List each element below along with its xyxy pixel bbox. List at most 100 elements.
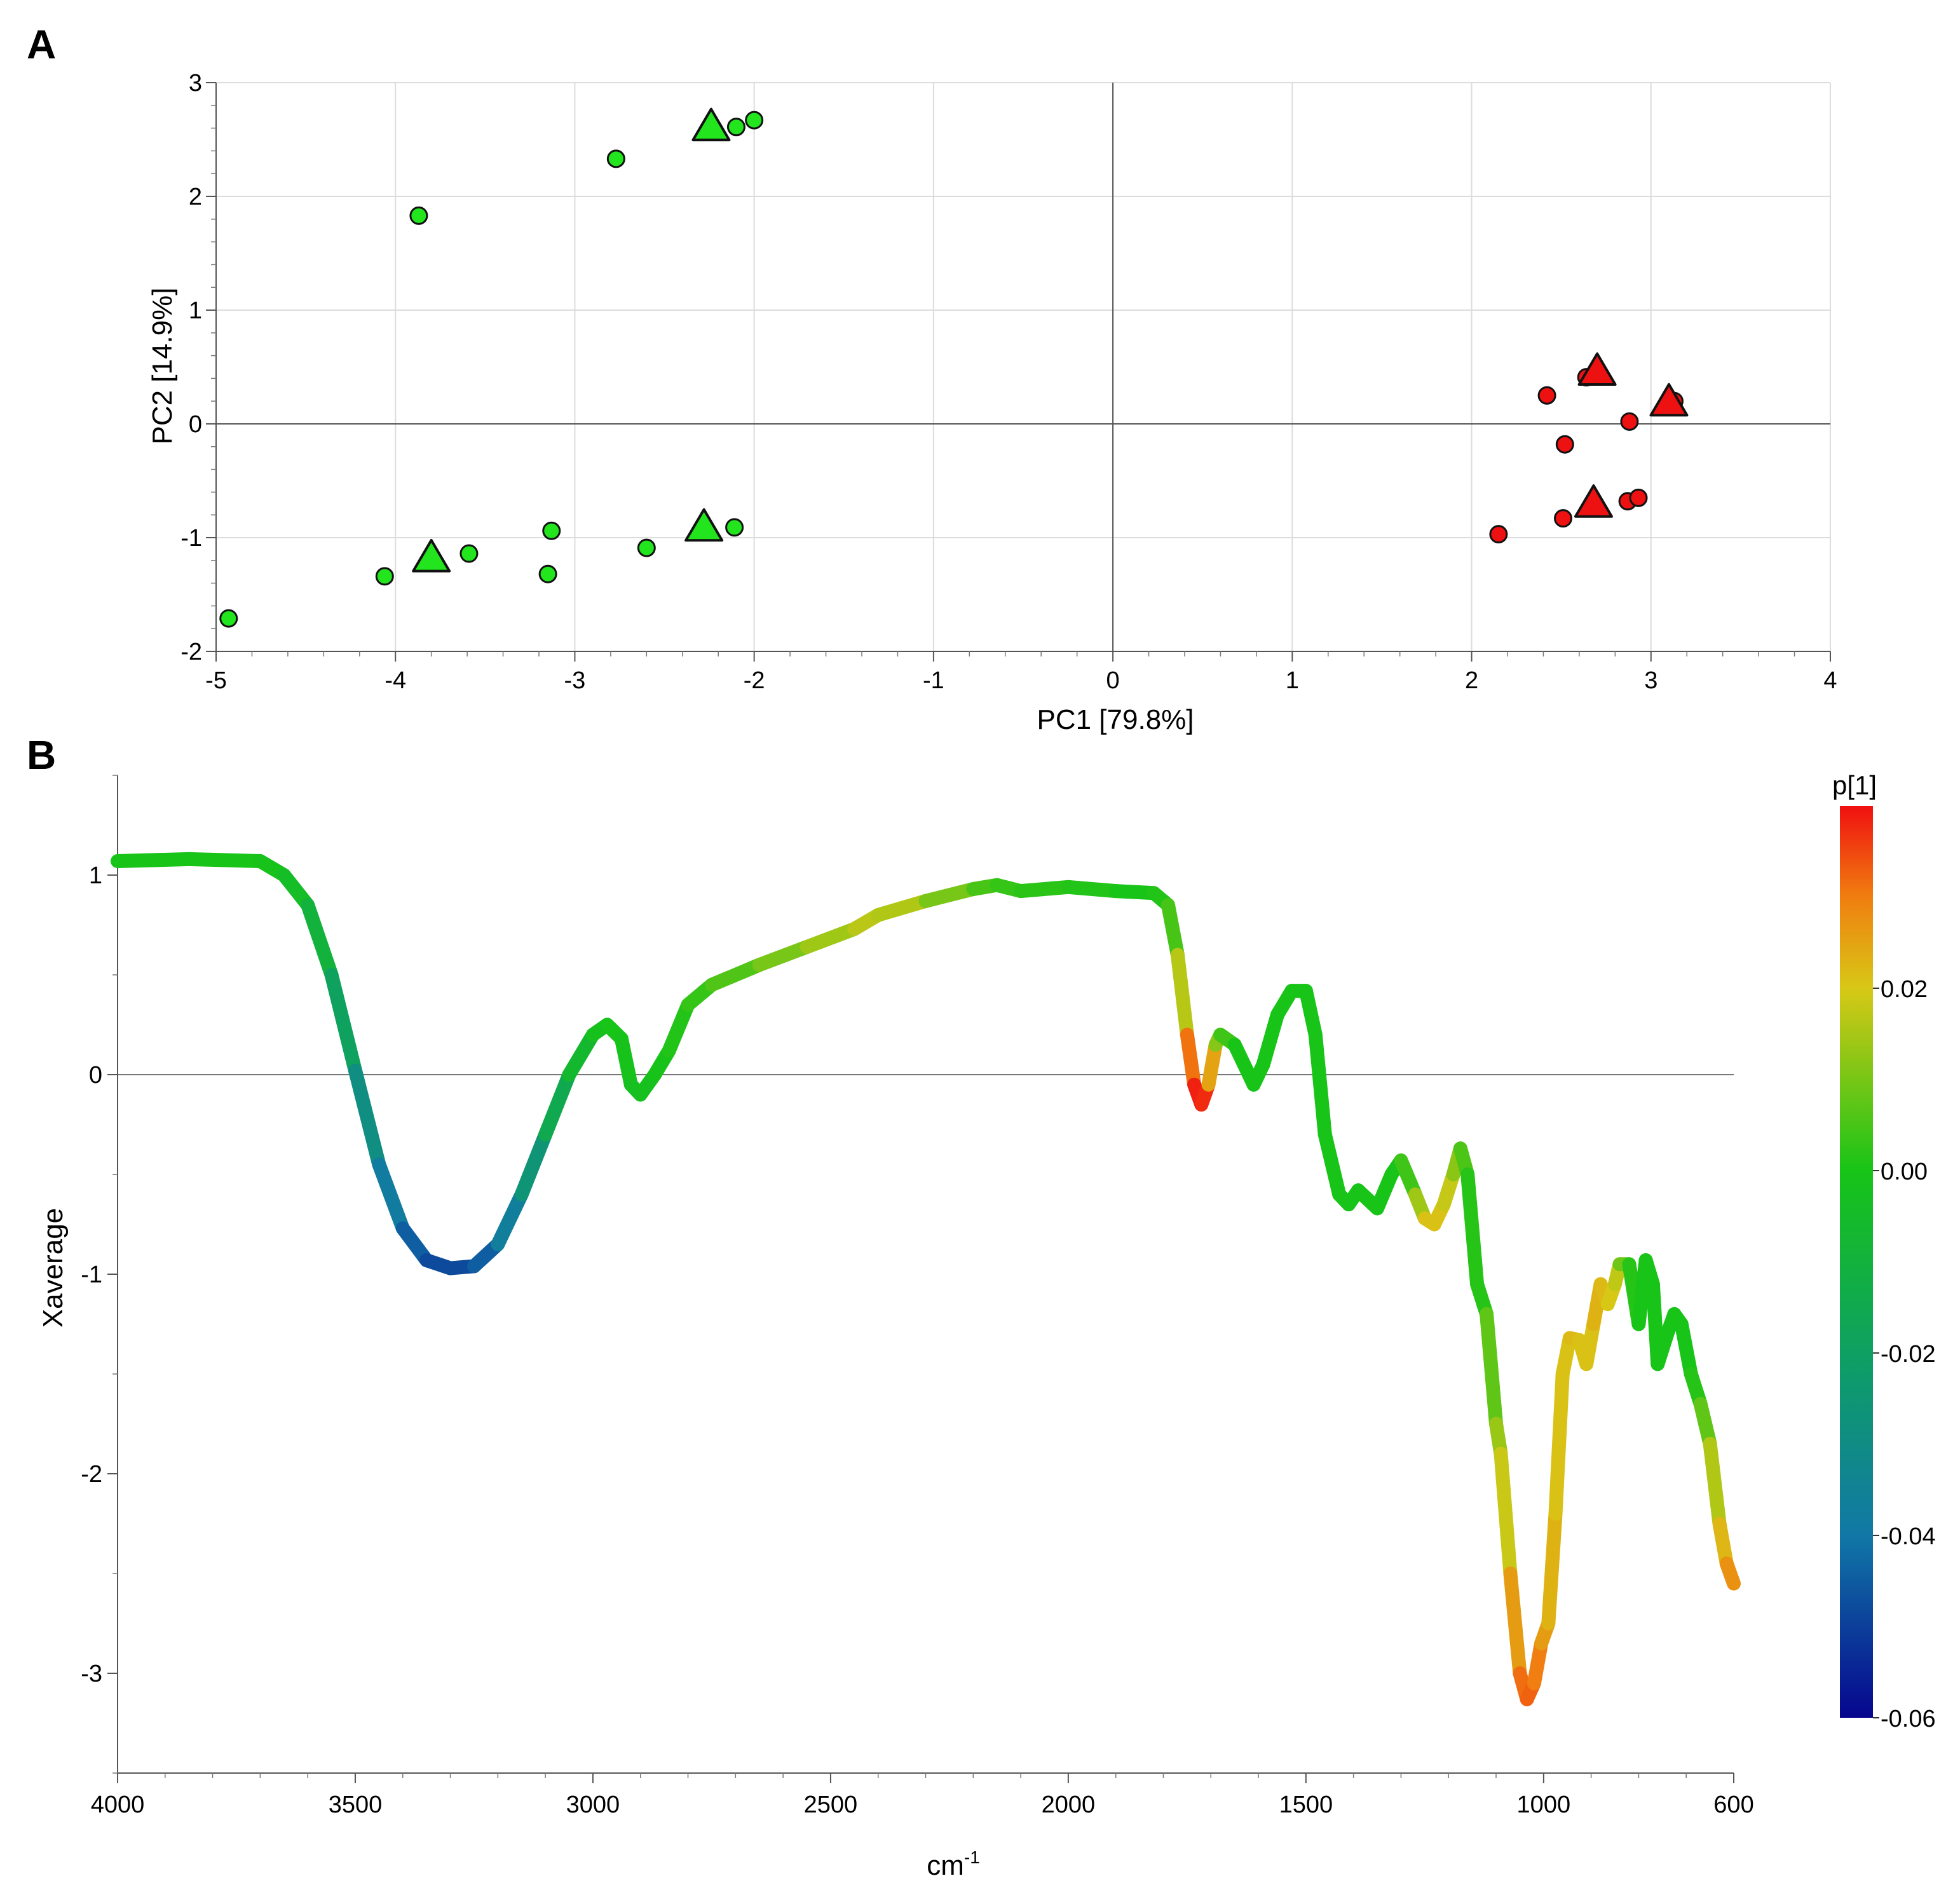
pca-score-plot: -5 -4 -3 -2 -1 0 1 2 3 4 -2 -1 0 1 2 3 PC1 [79.8%] PC2 … <box>147 70 1837 735</box>
red-triangle-marker <box>1577 352 1617 386</box>
tick-label-x: 600 <box>1713 1791 1753 1818</box>
tick-label-y: 0 <box>89 1062 102 1089</box>
spectrum-segment <box>614 1031 638 1092</box>
colorbar-tick-label: -0.02 <box>1881 1341 1936 1368</box>
loading-spectrum-plot: 4000 3500 3000 2500 2000 1500 1000 600-3-2-101 … <box>37 770 1936 1881</box>
spectrum-segment <box>514 1127 553 1202</box>
spectrum-segment <box>301 898 339 982</box>
green-circle-marker <box>637 538 656 557</box>
tick-label-y: -2 <box>81 1461 102 1488</box>
spectrum-segment <box>1160 898 1185 962</box>
spectrum-segment <box>1719 1556 1741 1591</box>
green-circle-marker <box>726 118 745 137</box>
tick-label-y: 2 <box>189 184 202 210</box>
panel-b-label: B <box>27 732 56 778</box>
red-circle-marker <box>1553 509 1572 528</box>
tick-label-x: -4 <box>385 667 406 694</box>
green-circle-marker <box>409 206 428 225</box>
spectrum-segment <box>1480 1307 1504 1431</box>
tick-label-y: 0 <box>189 411 202 438</box>
spectrum-segment <box>538 1068 576 1142</box>
spectrum-segment <box>324 968 362 1078</box>
tick-label-x: 2500 <box>804 1791 858 1818</box>
green-circle-marker <box>538 564 557 583</box>
green-circle-marker <box>459 544 479 563</box>
spectrum-segment <box>562 1028 600 1082</box>
red-triangle-marker <box>1649 383 1689 417</box>
score-plot-y-label: PC2 [14.9%] <box>147 287 178 444</box>
colorbar-title: p[1] <box>1832 770 1877 800</box>
tick-label-y: -3 <box>81 1661 102 1687</box>
red-triangle-marker <box>1574 484 1613 518</box>
spectrum-segment <box>1298 984 1323 1042</box>
spectrum-segment <box>372 1157 410 1235</box>
colorbar-tick-label: -0.04 <box>1881 1523 1936 1550</box>
panel-a-label: A <box>27 22 56 67</box>
spectrum-segment <box>1541 1506 1563 1631</box>
spectrum-segment <box>662 998 695 1058</box>
spectrum-axes <box>117 775 1734 1774</box>
green-circle-marker <box>375 567 394 586</box>
tick-label-x: 3 <box>1644 667 1657 694</box>
spectrum-segment <box>1494 1446 1518 1581</box>
spectrum-segment <box>918 881 981 908</box>
green-circle-marker <box>542 521 561 540</box>
tick-label-x: 0 <box>1106 667 1120 694</box>
spectrum-segment <box>1703 1436 1727 1531</box>
tick-label-x: 2 <box>1465 667 1478 694</box>
spectrum-y-label: Xaverage <box>37 1208 69 1328</box>
tick-label-y: -1 <box>81 1261 102 1288</box>
tick-label-x: 3000 <box>566 1791 620 1818</box>
tick-label-x: 1 <box>1286 667 1299 694</box>
green-circle-marker <box>219 609 238 628</box>
spectrum-segment <box>111 852 196 869</box>
spectrum-segment <box>1170 948 1194 1042</box>
tick-label-y: -2 <box>180 639 202 665</box>
tick-label-y: 3 <box>189 70 202 97</box>
colorbar-ticks: 0.02 0.00 -0.02 -0.04 -0.06 <box>1873 976 1936 1732</box>
green-triangle-marker <box>684 508 724 542</box>
spectrum-segment <box>1061 880 1123 899</box>
spectrum-segment <box>704 958 766 992</box>
spectrum-segment <box>348 1063 386 1172</box>
colorbar-tick-label: 0.00 <box>1881 1159 1928 1185</box>
score-plot-axes <box>215 83 1830 652</box>
tick-label-x: 1000 <box>1517 1791 1571 1818</box>
red-circle-marker <box>1620 412 1639 431</box>
spectrum-segment <box>1014 880 1075 899</box>
red-circle-marker <box>1555 435 1574 454</box>
red-circle-marker <box>1537 386 1556 405</box>
spectrum-segment <box>871 894 933 922</box>
tick-label-x: 1500 <box>1279 1791 1333 1818</box>
spectrum-segment <box>182 852 268 869</box>
spectrum-line <box>111 852 1741 1706</box>
spectrum-ticks: 4000 3500 3000 2500 2000 1500 1000 600 -3 -2 -1 0 1 <box>81 775 1754 1818</box>
green-circle-marker <box>745 111 764 130</box>
tick-label-y: 1 <box>189 297 202 324</box>
tick-label-x: -5 <box>205 667 227 694</box>
score-plot-ticks: -5 -4 -3 -2 -1 0 1 2 3 4 -2 -1 0 1 2 3 <box>180 70 1837 694</box>
tick-label-x: 2000 <box>1042 1791 1096 1818</box>
red-circle-marker <box>1489 525 1508 544</box>
green-triangle-marker <box>412 539 451 573</box>
spectrum-segment <box>752 940 814 972</box>
tick-label-y: 1 <box>89 862 102 889</box>
red-circle-marker <box>1629 488 1648 507</box>
spectrum-x-label: cm-1 <box>927 1847 980 1881</box>
spectrum-segment <box>1180 1028 1202 1092</box>
spectrum-segment <box>1460 1167 1485 1291</box>
green-circle-marker <box>725 518 744 537</box>
tick-label-x: -3 <box>564 667 586 694</box>
colorbar-tick-label: -0.06 <box>1881 1706 1936 1732</box>
tick-label-x: 3500 <box>329 1791 383 1818</box>
spectrum-segment <box>1308 1028 1332 1142</box>
spectrum-segment <box>1256 1007 1284 1072</box>
tick-label-x: -1 <box>923 667 944 694</box>
score-plot-markers <box>219 107 1689 628</box>
spectrum-segment <box>1317 1127 1347 1202</box>
green-triangle-marker <box>691 107 731 142</box>
spectrum-segment <box>800 921 862 955</box>
green-circle-marker <box>606 149 625 168</box>
colorbar <box>1840 806 1873 1718</box>
